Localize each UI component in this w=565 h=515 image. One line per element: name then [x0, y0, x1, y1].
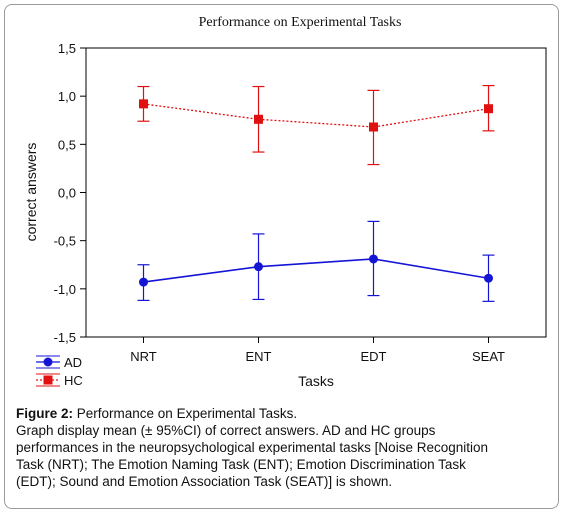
chart-title: Performance on Experimental Tasks	[199, 15, 402, 30]
legend-hc-marker	[43, 375, 53, 385]
y-tick-label: 0,5	[58, 137, 76, 152]
legend-ad-label: AD	[64, 355, 82, 370]
x-tick-label: EDT	[361, 349, 387, 364]
ad-data-point	[254, 262, 263, 272]
hc-data-point	[254, 114, 263, 124]
caption-line-4: (EDT); Sound and Emotion Association Tas…	[16, 474, 393, 489]
x-tick-label: SEAT	[472, 349, 505, 364]
y-tick-label: 0,0	[58, 186, 76, 201]
y-tick-label: 1,5	[58, 41, 76, 56]
hc-data-point	[484, 104, 493, 114]
caption-line-2: performances in the neuropsychological e…	[16, 440, 488, 455]
x-tick-label: ENT	[246, 349, 272, 364]
x-axis-label: Tasks	[298, 373, 334, 389]
y-tick-label: 1,0	[58, 89, 76, 104]
plot-area	[85, 47, 547, 338]
caption-title: Performance on Experimental Tasks.	[73, 406, 298, 421]
y-tick-label: -0,5	[54, 234, 76, 249]
legend-hc-label: HC	[64, 373, 83, 388]
y-tick-label: -1,5	[54, 330, 76, 345]
y-axis: 1,5 1,0 0,5 0,0 -0,5 -1,0 -1,5	[54, 41, 86, 345]
legend-ad-marker	[43, 357, 53, 367]
ad-series-line	[143, 258, 489, 283]
ad-data-point	[139, 277, 148, 287]
figure-caption: Figure 2: Performance on Experimental Ta…	[16, 405, 550, 490]
y-tick-label: -1,0	[54, 282, 76, 297]
chart: Performance on Experimental Tasks 1,5 1,0…	[23, 15, 547, 389]
ad-data-point	[369, 254, 378, 264]
x-tick-label: NRT	[130, 349, 157, 364]
caption-line-3: Task (NRT); The Emotion Naming Task (ENT…	[16, 457, 466, 472]
y-axis-label: correct answers	[23, 143, 39, 242]
hc-data-point	[369, 122, 378, 132]
legend: AD HC	[36, 355, 83, 388]
x-axis: NRT ENT EDT SEAT	[130, 337, 505, 364]
series-layer	[137, 84, 495, 302]
caption-label: Figure 2:	[16, 406, 74, 421]
hc-series-line	[143, 103, 489, 128]
ad-data-point	[484, 273, 493, 283]
caption-line-1: Graph display mean (± 95%CI) of correct …	[16, 423, 436, 438]
hc-data-point	[139, 99, 148, 109]
figure-frame	[4, 4, 559, 509]
